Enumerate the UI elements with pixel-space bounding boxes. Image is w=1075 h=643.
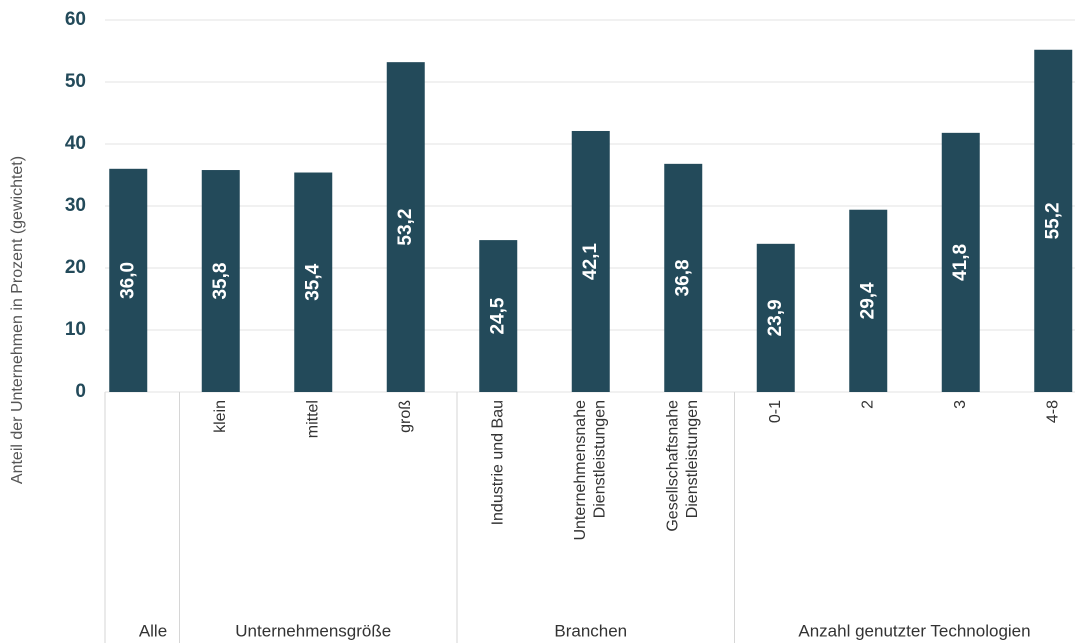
x-tick-label: 4-8 bbox=[1044, 400, 1061, 423]
y-tick-label: 60 bbox=[65, 9, 86, 30]
x-tick-label: 0-1 bbox=[767, 400, 784, 423]
group-label: Unternehmensgröße bbox=[235, 621, 391, 640]
bar bbox=[849, 209, 888, 392]
x-tick-label: Gesellschaftsnahe Dienstleistungen bbox=[665, 400, 701, 532]
value-label: 53,2 bbox=[395, 209, 416, 246]
x-tick-label: Unternehmensnahe Dienstleistungen bbox=[572, 400, 608, 541]
bar bbox=[294, 172, 333, 392]
bar bbox=[386, 62, 425, 392]
y-tick-label: 30 bbox=[65, 195, 86, 216]
y-tick-label: 10 bbox=[65, 319, 86, 340]
bar bbox=[756, 243, 795, 392]
group-label: Anzahl genutzter Technologien bbox=[798, 621, 1030, 640]
bar bbox=[479, 240, 518, 392]
value-label: 29,4 bbox=[857, 282, 878, 319]
value-label: 24,5 bbox=[487, 297, 508, 334]
value-label: 42,1 bbox=[580, 243, 601, 280]
bar bbox=[571, 130, 610, 393]
bar bbox=[941, 132, 980, 392]
bar bbox=[1034, 49, 1073, 392]
x-tick-label: groß bbox=[397, 400, 414, 433]
group-label: Branchen bbox=[554, 621, 627, 640]
y-tick-label: 40 bbox=[65, 133, 86, 154]
x-tick-label: 2 bbox=[859, 400, 876, 409]
x-tick-label: Industrie und Bau bbox=[489, 400, 506, 525]
value-label: 35,4 bbox=[302, 263, 323, 300]
y-tick-label: 20 bbox=[65, 257, 86, 278]
x-tick-label: 3 bbox=[952, 400, 969, 409]
value-label: 36,0 bbox=[117, 262, 138, 299]
bar bbox=[201, 170, 240, 392]
bar bbox=[664, 163, 703, 392]
value-label: 41,8 bbox=[950, 244, 971, 281]
value-label: 36,8 bbox=[672, 259, 693, 296]
y-axis-label: Anteil der Unternehmen in Prozent (gewic… bbox=[9, 156, 26, 484]
y-tick-label: 50 bbox=[65, 71, 86, 92]
y-tick-label: 0 bbox=[75, 381, 86, 402]
value-label: 55,2 bbox=[1042, 202, 1063, 239]
value-label: 23,9 bbox=[765, 299, 786, 336]
group-label: Alle bbox=[139, 621, 167, 640]
value-label: 35,8 bbox=[210, 263, 231, 300]
x-tick-label: mittel bbox=[304, 400, 321, 438]
x-tick-label: klein bbox=[212, 400, 229, 433]
bar bbox=[109, 168, 148, 392]
